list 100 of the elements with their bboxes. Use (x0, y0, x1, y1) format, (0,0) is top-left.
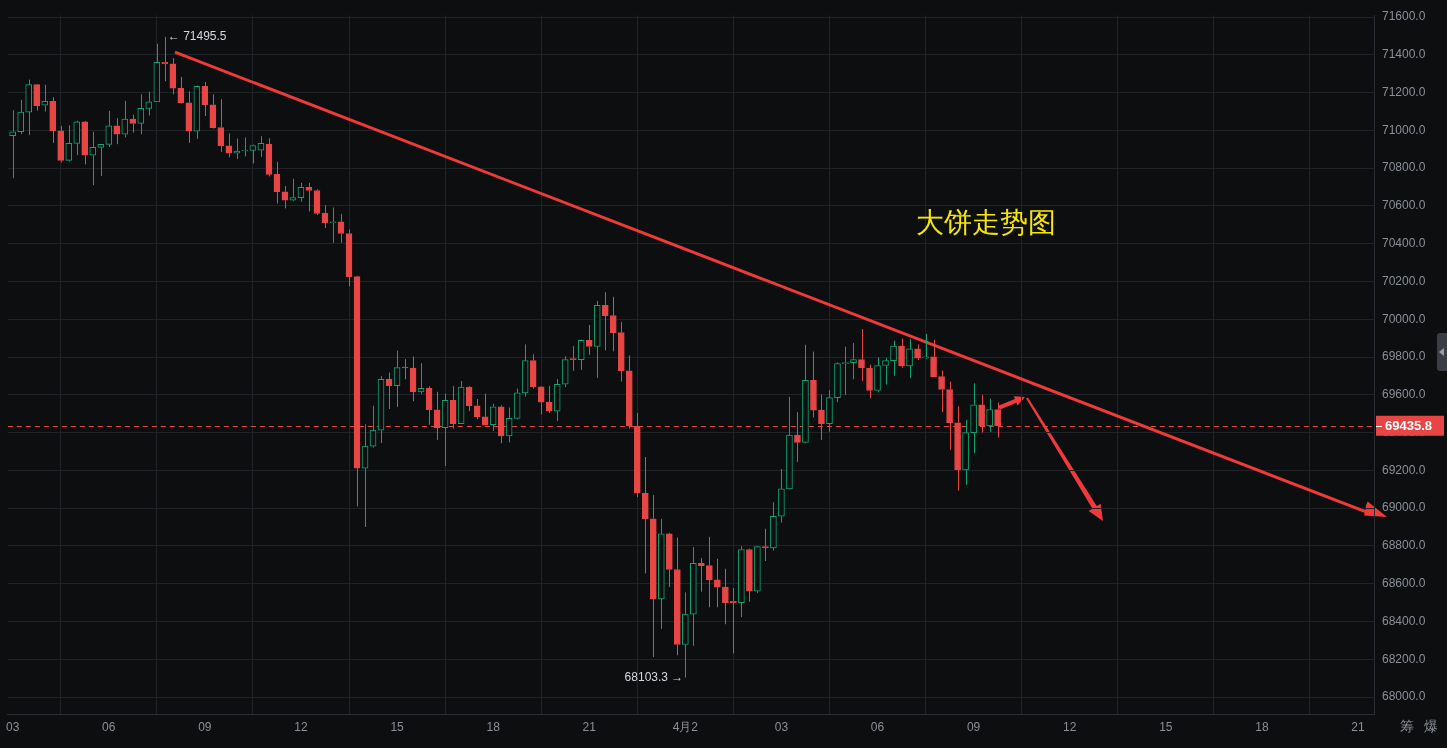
y-tick-label: 69000.0 (1382, 500, 1426, 515)
x-tick-label: 18 (486, 719, 501, 734)
y-tick-label: 70000.0 (1382, 311, 1426, 326)
candlestick (986, 398, 993, 433)
candlestick (938, 369, 945, 413)
candlestick (698, 557, 705, 593)
x-tick-label: 06 (870, 719, 885, 734)
candlestick (89, 131, 97, 186)
candlestick (665, 533, 673, 588)
candlestick (898, 338, 905, 369)
ref-line-label: 69435.8 (1385, 418, 1432, 434)
x-tick-label: 15 (390, 719, 405, 734)
y-tick-label: 69600.0 (1382, 387, 1426, 402)
y-tick-label: 71000.0 (1382, 122, 1426, 137)
y-tick-label: 70200.0 (1382, 273, 1426, 288)
candlestick (545, 385, 553, 414)
y-tick-label: 71600.0 (1382, 9, 1426, 24)
candlestick (778, 468, 785, 523)
y-tick-label: 70800.0 (1382, 160, 1426, 175)
candlestick (137, 93, 145, 135)
x-tick-label: 12 (1063, 719, 1077, 734)
candlestick (641, 456, 649, 574)
candlestick (706, 536, 713, 608)
annotation: ← 71495.5 (167, 29, 227, 44)
candlestick (834, 363, 841, 403)
candlestick (401, 358, 409, 380)
x-tick-label: 18 (1255, 719, 1269, 734)
candlestick (617, 321, 625, 383)
y-tick-label: 69800.0 (1382, 349, 1426, 364)
candlestick (57, 125, 65, 164)
candlestick (553, 378, 561, 422)
candlestick (105, 110, 113, 148)
candlestick (922, 333, 929, 359)
candlestick (129, 114, 137, 133)
candlestick (9, 109, 16, 179)
candlestick (577, 339, 585, 371)
candlestick (25, 79, 33, 136)
y-tick-label: 68400.0 (1382, 613, 1426, 628)
candlestick (41, 84, 49, 113)
candlestick (722, 568, 729, 625)
candlestick (585, 324, 593, 356)
candlestick (337, 213, 345, 244)
candlestick (561, 355, 569, 388)
candlestick (930, 339, 937, 378)
candlestick (81, 121, 89, 165)
y-tick-label: 68800.0 (1382, 538, 1426, 553)
candlestick (305, 182, 313, 212)
candlestick (289, 178, 297, 201)
candlestick (649, 494, 657, 658)
candlestick (858, 328, 865, 382)
candlestick (73, 121, 81, 156)
candlestick (970, 382, 977, 454)
x-tick-label: 06 (102, 719, 116, 734)
x-tick-label: 09 (198, 719, 212, 734)
text: 筹 (1400, 718, 1414, 736)
candlestick (906, 338, 913, 379)
candlestick (786, 396, 793, 490)
x-tick-label: 15 (1159, 719, 1173, 734)
text: 大饼走势图 (916, 206, 1057, 240)
candlestick (65, 124, 73, 161)
candlestick (874, 356, 881, 393)
candlestick (714, 558, 721, 608)
candlestick (914, 343, 921, 361)
x-tick-label: 09 (966, 719, 981, 734)
y-tick-label: 68200.0 (1382, 651, 1426, 666)
candlestick (826, 389, 833, 433)
x-tick-label: 21 (582, 719, 597, 734)
candlestick (97, 144, 105, 177)
annotation: 68103.3 → (624, 669, 684, 684)
y-tick-label: 71200.0 (1382, 84, 1426, 99)
candlestick (609, 296, 617, 352)
x-tick-label: 4月2 (672, 719, 699, 734)
candlestick (33, 84, 41, 112)
candlestick (145, 91, 153, 116)
candlestick (882, 357, 889, 386)
x-tick-label: 03 (774, 719, 789, 734)
candlestick (762, 528, 769, 562)
y-tick-label: 70400.0 (1382, 236, 1426, 251)
candlestick (746, 549, 753, 603)
candlestick (113, 117, 121, 145)
candlestick (49, 96, 57, 144)
candlestick (17, 99, 25, 135)
candlestick (281, 185, 289, 209)
y-tick-label: 68000.0 (1382, 689, 1426, 704)
candlestick (866, 364, 873, 399)
y-tick-label: 69200.0 (1382, 462, 1426, 477)
candlestick (754, 546, 761, 594)
candlestick (850, 342, 857, 380)
candlestick (233, 138, 241, 160)
candlestick (802, 344, 809, 443)
candlestick (673, 537, 681, 656)
candlestick (521, 343, 529, 398)
x-tick-label: 03 (5, 719, 20, 734)
text: 爆 (1424, 718, 1438, 736)
y-tick-label: 68600.0 (1382, 576, 1426, 590)
candlestick (121, 100, 129, 138)
candlestick (657, 518, 665, 630)
y-tick-label: 70600.0 (1382, 198, 1426, 213)
x-tick-label: 21 (1351, 719, 1365, 734)
candlestick (249, 145, 257, 164)
